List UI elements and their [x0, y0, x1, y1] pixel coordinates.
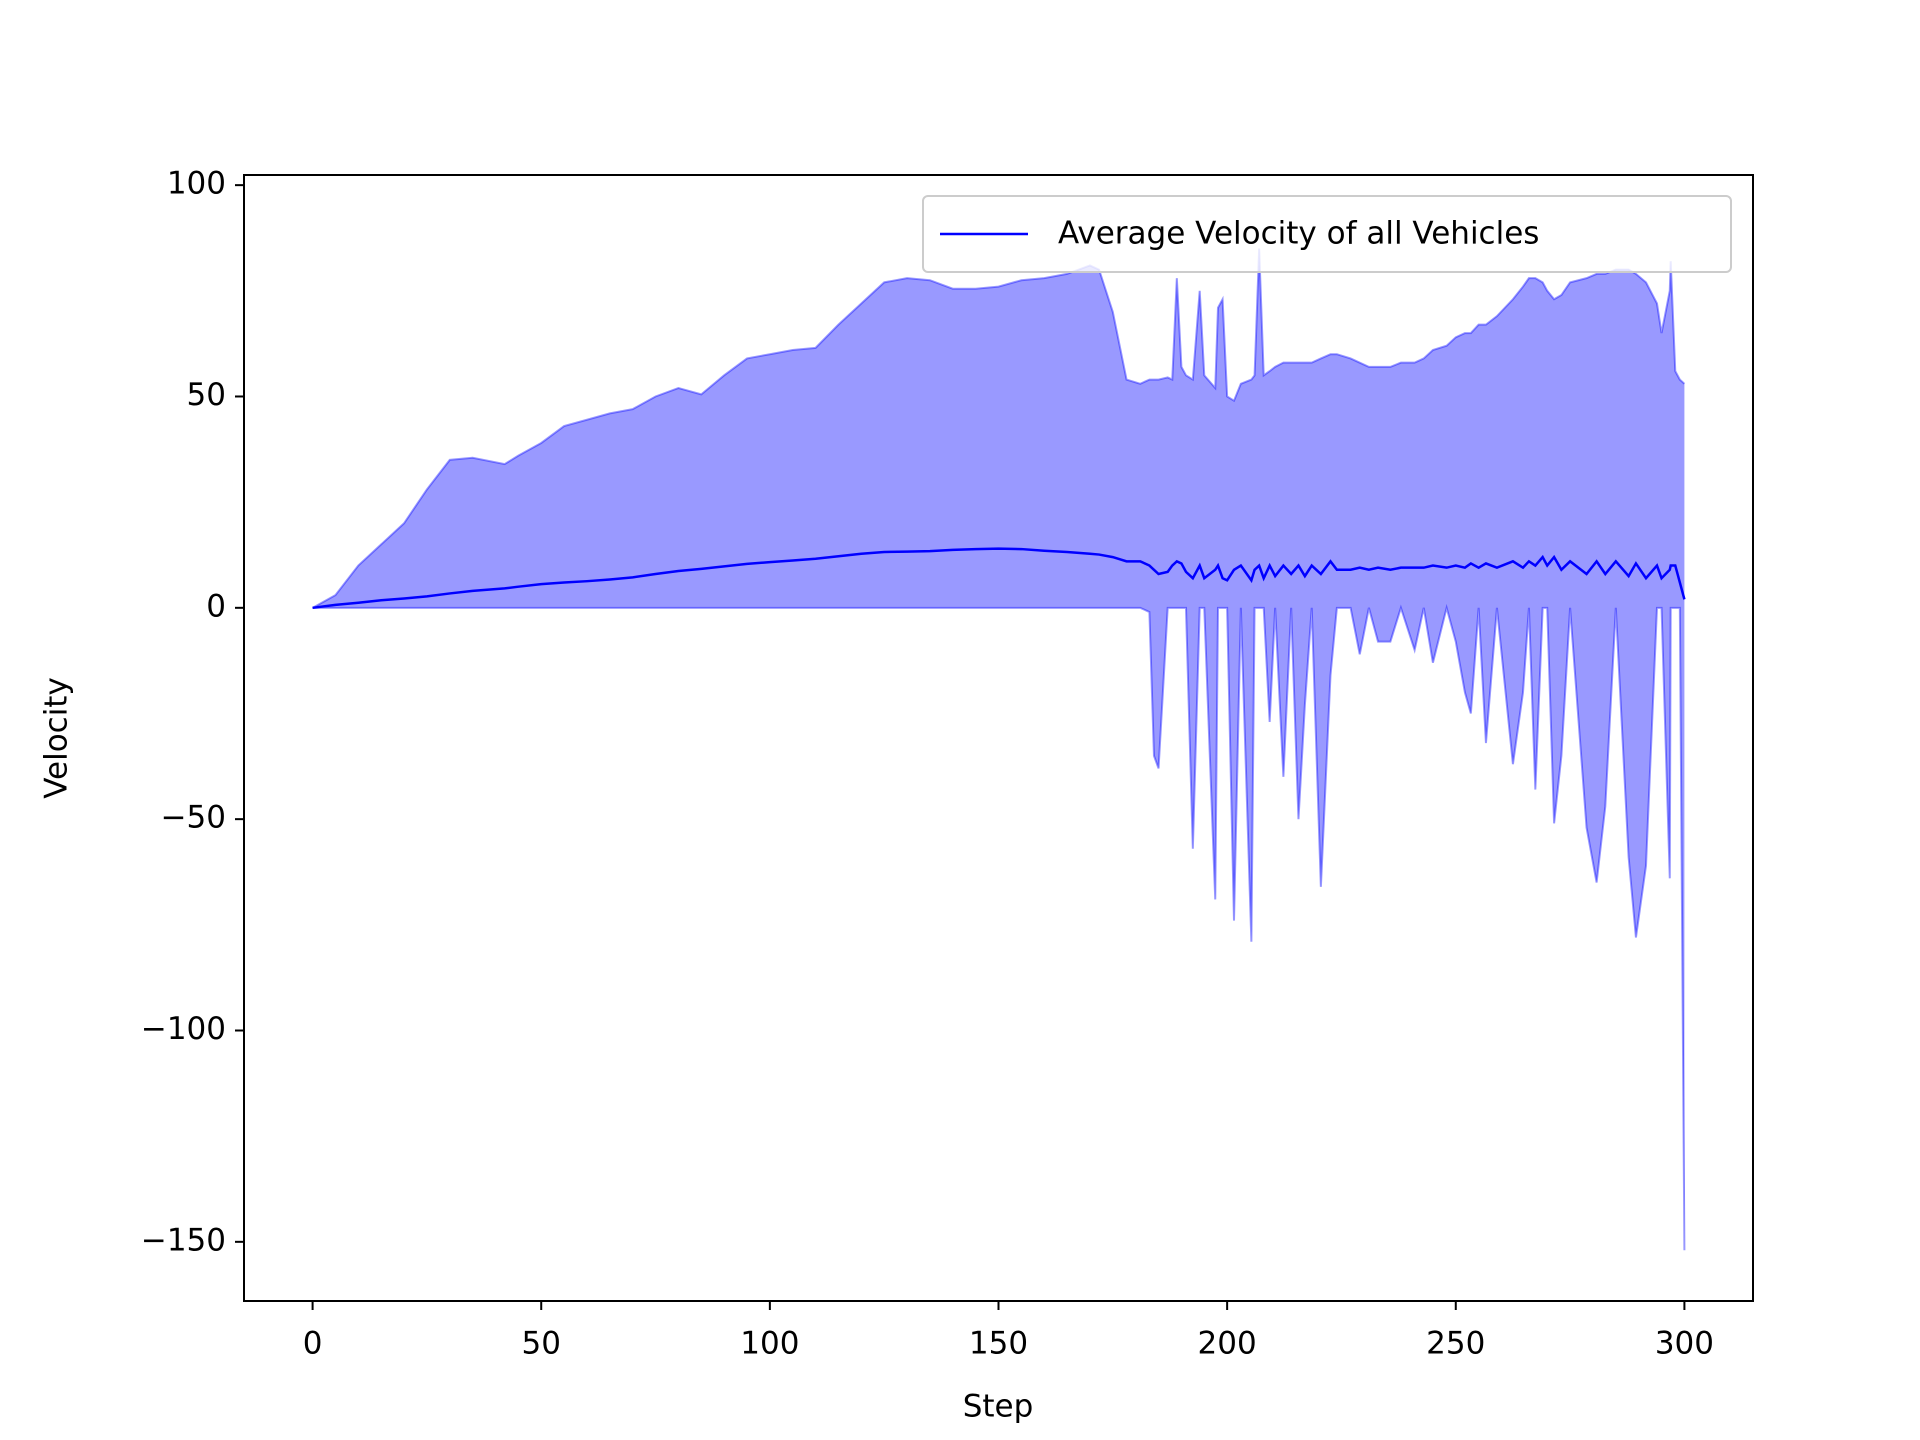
x-tick-label: 250 — [1426, 1326, 1485, 1362]
y-tick-label: −150 — [141, 1222, 226, 1258]
band-edge — [312, 248, 1686, 609]
legend-label: Average Velocity of all Vehicles — [1058, 216, 1539, 252]
y-tick-label: 50 — [187, 377, 226, 413]
legend-box — [922, 195, 1732, 273]
range-band — [312, 248, 1685, 1251]
y-tick-label: −100 — [141, 1011, 226, 1047]
y-tick-label: 0 — [206, 588, 226, 624]
band-edge — [312, 603, 1686, 1251]
x-tick-label: 50 — [522, 1326, 561, 1362]
x-axis-label: Step — [963, 1389, 1034, 1425]
x-tick-label: 100 — [740, 1326, 799, 1362]
x-tick-label: 0 — [303, 1326, 323, 1362]
y-tick-label: 100 — [167, 166, 226, 202]
line — [312, 547, 1686, 610]
x-tick-label: 200 — [1198, 1326, 1257, 1362]
y-axis-label: Velocity — [39, 677, 75, 799]
x-tick-label: 150 — [969, 1326, 1028, 1362]
x-tick-label: 300 — [1655, 1326, 1714, 1362]
y-tick-label: −50 — [161, 800, 226, 836]
